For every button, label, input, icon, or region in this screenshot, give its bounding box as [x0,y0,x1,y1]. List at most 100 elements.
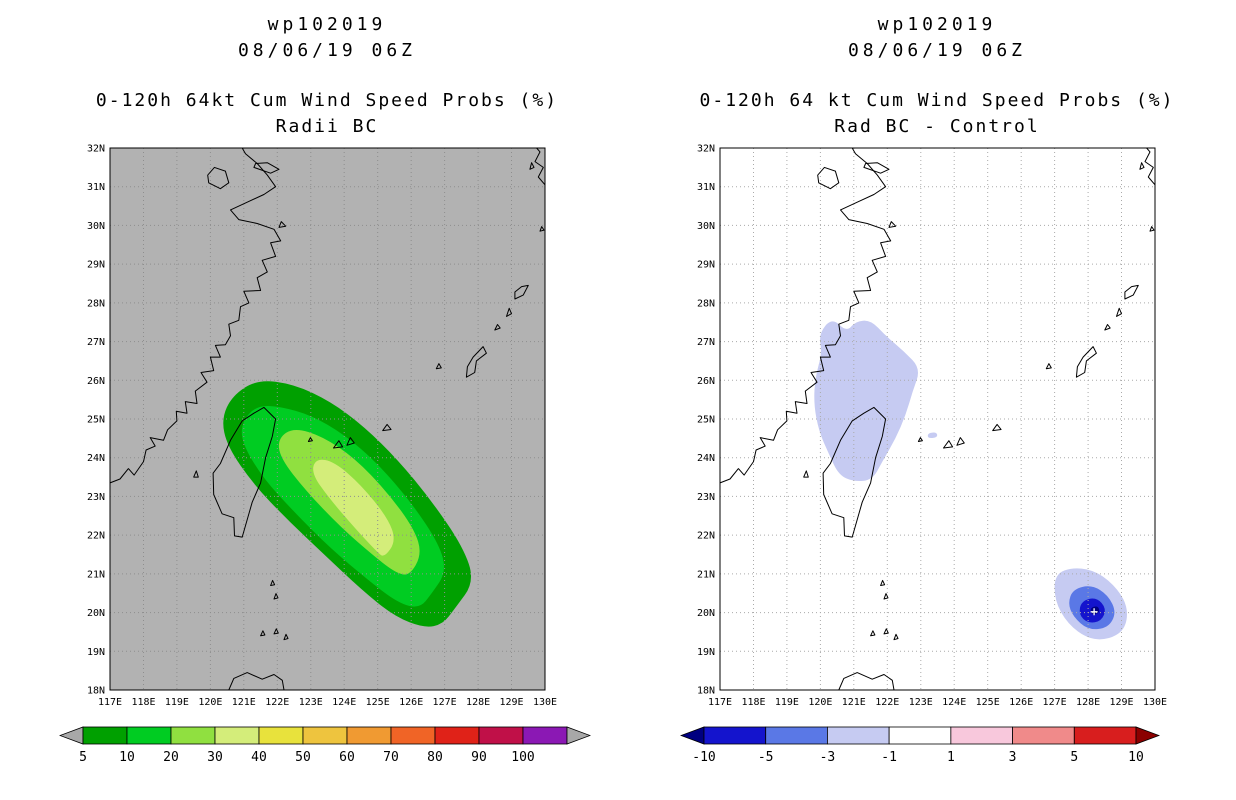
lat-tick-label: 22N [87,531,105,542]
island-tokara [1149,226,1155,232]
island-chongming [863,162,890,174]
lon-tick-label: 120E [198,697,222,708]
lon-tick-label: 124E [942,697,966,708]
colorbar-tick-label: 70 [383,750,399,765]
lon-tick-label: 126E [1009,697,1033,708]
island-zhoushan [278,221,287,228]
lat-tick-label: 25N [87,415,105,426]
colorbar-tick-label: 90 [471,750,487,765]
island-yonaguni [917,437,923,442]
lon-tick-label: 122E [875,697,899,708]
lon-tick-label: 130E [533,697,557,708]
island-taiwan [212,406,277,538]
coastline-china-coast [109,147,282,484]
coastline-kyushu-west-coast [1144,147,1156,186]
plot-subtitle: Radii BC [275,116,379,137]
island-itbayat [270,579,276,586]
island-babuyan-3 [283,633,289,641]
island-babuyan-3 [893,633,899,641]
map-frame [719,147,1156,691]
lon-tick-label: 124E [332,697,356,708]
island-tokunoshima [1116,307,1122,317]
lon-tick-label: 121E [232,697,256,708]
lat-tick-label: 28N [87,298,105,309]
lat-tick-label: 24N [697,453,715,464]
colorbar-cap-right [1135,726,1160,745]
lon-tick-label: 118E [131,697,155,708]
island-penghu [803,470,809,478]
island-amami [1124,284,1139,300]
lat-tick-label: 30N [697,221,715,232]
colorbar-cell [126,726,172,745]
colorbar-tick-label: 3 [1009,750,1017,765]
island-babuyan-1 [870,630,876,637]
probability-colorbar: 5 10 20 30 40 50 60 70 80 90 100 [59,726,591,765]
lat-tick-label: 29N [87,260,105,271]
left-header-block: wp102019 08/06/19 06Z [0,12,727,64]
lon-tick-label: 125E [366,697,390,708]
map-frame [109,147,546,691]
colorbar-cell [888,726,952,745]
lat-tick-label: 32N [697,144,715,155]
island-okinawa [465,346,487,378]
island-batan [273,593,279,600]
island-ishigaki [956,437,965,446]
plot-title: 0-120h 64kt Cum Wind Speed Probs (%) [95,90,559,111]
island-okinoerabu [494,324,501,331]
colorbar-cell [82,726,128,745]
lon-tick-label: 121E [842,697,866,708]
lon-tick-label: 127E [433,697,457,708]
difference-map: 117E 118E 119E 120E 121E 122E 123E 124E 125E 126E… [697,144,1167,709]
colorbar-cell [258,726,304,745]
lon-tick-label: 129E [1109,697,1133,708]
lat-tick-label: 20N [697,608,715,619]
island-amami [514,284,529,300]
lon-tick-label: 119E [165,697,189,708]
colorbar-cell [703,726,767,745]
lat-tick-label: 27N [87,337,105,348]
colorbar-tick-label: 5 [79,750,87,765]
island-babuyan-2 [883,628,889,635]
lat-tick-label: 26N [697,376,715,387]
island-batan [883,593,889,600]
lon-tick-label: 128E [466,697,490,708]
lon-tick-label: 122E [265,697,289,708]
lat-tick-label: 21N [697,569,715,580]
lat-tick-label: 31N [87,182,105,193]
colorbar-tick-label: -3 [820,750,836,765]
lat-tick-label: 21N [87,569,105,580]
lake-lake-tai [817,166,840,190]
lon-tick-label: 128E [1076,697,1100,708]
lat-tick-label: 28N [697,298,715,309]
island-tokunoshima [506,307,512,317]
probability-map: 117E 118E 119E 120E 121E 122E 123E 124E 125E 126E… [87,144,557,709]
lon-tick-label: 117E [98,697,122,708]
island-kume [435,363,442,370]
colorbar-tick-label: 80 [427,750,443,765]
colorbar-tick-label: 30 [207,750,223,765]
lat-tick-label: 32N [87,144,105,155]
lat-tick-label: 24N [87,453,105,464]
colorbar-cell [522,726,568,745]
lon-tick-label: 127E [1043,697,1067,708]
lon-tick-label: 126E [399,697,423,708]
colorbar-tick-label: 5 [1070,750,1078,765]
left-title-block: 0-120h 64kt Cum Wind Speed Probs (%) Rad… [0,88,727,140]
colorbar-cell [214,726,260,745]
colorbar-tick-label: 100 [511,750,534,765]
island-taiwan [822,406,887,538]
colorbar-tick-label: 10 [119,750,135,765]
colorbar-cell [950,726,1013,745]
lat-tick-label: 23N [697,492,715,503]
lat-tick-label: 27N [697,337,715,348]
colorbar-tick-label: -10 [692,750,715,765]
island-babuyan-1 [260,630,266,637]
island-penghu [193,470,199,478]
lon-tick-label: 118E [741,697,765,708]
colorbar-tick-label: 40 [251,750,267,765]
lat-tick-label: 19N [697,647,715,658]
lat-tick-label: 22N [697,531,715,542]
lat-tick-label: 18N [697,686,715,697]
colorbar-cell [302,726,348,745]
right-title-block: 0-120h 64 kt Cum Wind Speed Probs (%) Ra… [537,88,1236,140]
